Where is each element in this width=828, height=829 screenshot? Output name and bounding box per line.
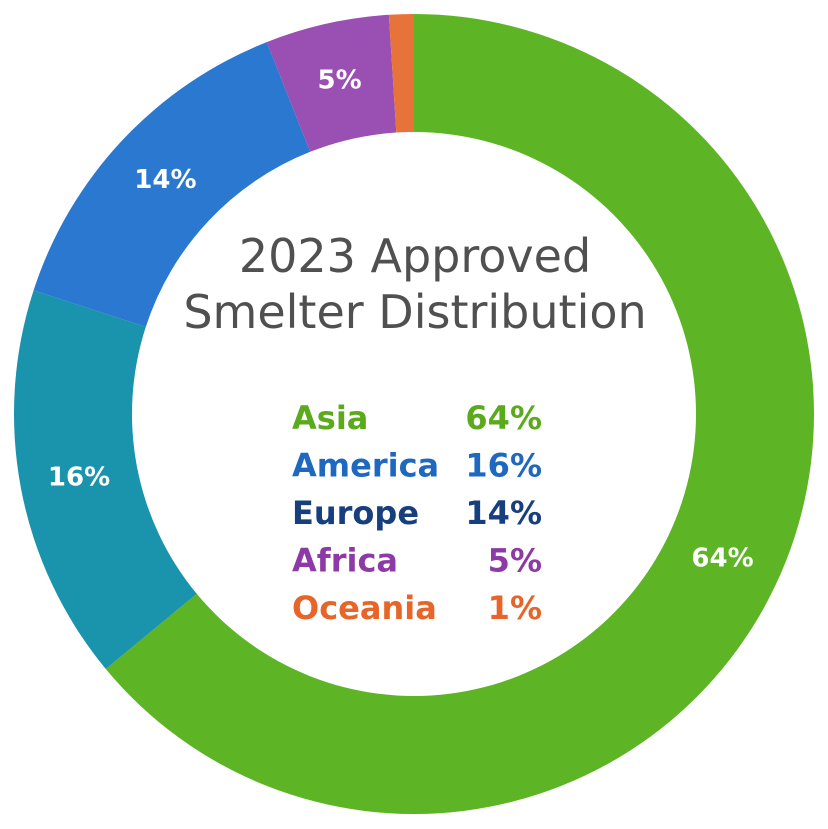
donut-slice — [388, 14, 414, 133]
legend-label: America — [292, 447, 439, 485]
donut-slice — [105, 14, 815, 815]
legend-label: Asia — [292, 399, 368, 437]
slice-label: 16% — [48, 462, 110, 492]
slice-label: 5% — [318, 66, 362, 96]
legend-value: 16% — [465, 447, 542, 485]
legend-value: 5% — [488, 542, 542, 580]
legend-label: Africa — [292, 542, 398, 580]
legend-label: Oceania — [292, 589, 437, 627]
legend-value: 14% — [465, 494, 542, 532]
donut-slice — [33, 42, 311, 327]
legend-value: 1% — [488, 589, 542, 627]
legend-value: 64% — [465, 399, 542, 437]
donut-slice — [14, 290, 197, 669]
legend-label: Europe — [292, 494, 419, 532]
slice-label: 64% — [691, 544, 753, 574]
slice-label: 14% — [134, 165, 196, 195]
donut-slice — [266, 14, 397, 152]
chart-title: 2023 Approved Smelter Distribution — [183, 229, 647, 339]
